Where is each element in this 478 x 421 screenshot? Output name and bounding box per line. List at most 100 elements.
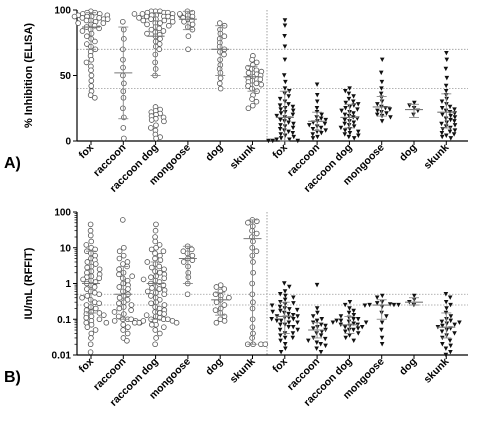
data-point-circle bbox=[144, 30, 150, 37]
data-point-circle bbox=[91, 284, 98, 290]
data-point-circle bbox=[156, 25, 163, 32]
data-point-triangle bbox=[355, 107, 360, 112]
data-point-triangle bbox=[319, 317, 325, 322]
data-point-circle bbox=[156, 46, 163, 53]
data-point-triangle bbox=[291, 121, 296, 127]
data-point-circle bbox=[84, 324, 91, 330]
data-point-triangle bbox=[384, 314, 389, 319]
data-point-triangle bbox=[286, 120, 291, 125]
data-point-triangle bbox=[452, 107, 457, 112]
data-point-circle bbox=[84, 41, 90, 47]
data-point-triangle bbox=[278, 349, 284, 355]
data-point-triangle bbox=[440, 323, 445, 329]
data-point-triangle bbox=[351, 327, 356, 333]
data-point-circle bbox=[83, 314, 90, 321]
data-point-triangle bbox=[347, 306, 352, 311]
data-point-triangle bbox=[318, 116, 324, 121]
data-point-triangle bbox=[323, 117, 329, 123]
panel-label: B) bbox=[4, 369, 21, 386]
data-point-triangle bbox=[443, 292, 449, 297]
data-point-triangle bbox=[323, 128, 329, 133]
data-point-triangle bbox=[379, 342, 385, 347]
data-point-circle bbox=[116, 248, 123, 255]
data-point-triangle bbox=[440, 342, 445, 347]
data-point-circle bbox=[250, 259, 256, 265]
data-point-circle bbox=[185, 33, 192, 39]
data-point-triangle bbox=[379, 327, 384, 333]
data-point-circle bbox=[92, 305, 99, 312]
data-point-triangle bbox=[379, 57, 385, 62]
data-point-triangle bbox=[346, 134, 352, 140]
data-point-circle bbox=[121, 311, 127, 317]
data-point-circle bbox=[156, 41, 163, 47]
data-point-circle bbox=[245, 105, 252, 112]
data-point-circle bbox=[161, 324, 167, 330]
data-point-triangle bbox=[347, 86, 352, 91]
data-point-triangle bbox=[291, 317, 296, 322]
data-point-triangle bbox=[351, 136, 357, 141]
data-point-circle bbox=[129, 273, 135, 280]
data-point-triangle bbox=[282, 297, 288, 302]
data-point-triangle bbox=[447, 295, 453, 300]
data-point-circle bbox=[88, 83, 95, 89]
data-point-triangle bbox=[278, 338, 283, 343]
data-point-triangle bbox=[282, 335, 288, 341]
data-point-circle bbox=[88, 321, 95, 328]
data-point-triangle bbox=[319, 130, 324, 136]
data-point-circle bbox=[96, 266, 103, 273]
data-point-circle bbox=[156, 286, 163, 292]
data-point-triangle bbox=[448, 117, 453, 123]
data-point-circle bbox=[253, 230, 260, 237]
data-point-circle bbox=[116, 305, 123, 312]
data-point-triangle bbox=[323, 323, 328, 329]
data-point-triangle bbox=[346, 96, 352, 102]
data-point-triangle bbox=[278, 111, 284, 116]
data-point-circle bbox=[157, 36, 163, 42]
data-point-circle bbox=[176, 11, 183, 17]
data-point-circle bbox=[92, 261, 99, 267]
data-point-triangle bbox=[342, 324, 348, 330]
data-point-circle bbox=[161, 266, 167, 273]
data-point-triangle bbox=[387, 302, 393, 307]
data-point-triangle bbox=[444, 120, 450, 125]
data-point-triangle bbox=[351, 124, 357, 129]
data-point-triangle bbox=[318, 333, 324, 338]
data-point-circle bbox=[101, 312, 107, 318]
data-point-triangle bbox=[391, 302, 397, 308]
data-point-circle bbox=[96, 291, 102, 298]
data-point-circle bbox=[116, 284, 123, 290]
data-point-triangle bbox=[283, 79, 288, 85]
data-point-triangle bbox=[323, 343, 328, 349]
data-point-triangle bbox=[338, 125, 344, 131]
data-point-triangle bbox=[278, 136, 284, 141]
data-point-circle bbox=[79, 294, 85, 301]
data-point-circle bbox=[83, 242, 90, 248]
data-point-circle bbox=[125, 286, 131, 292]
data-point-circle bbox=[144, 288, 151, 295]
data-point-circle bbox=[96, 316, 103, 323]
data-point-triangle bbox=[440, 112, 445, 117]
data-point-triangle bbox=[314, 99, 320, 104]
data-point-triangle bbox=[444, 57, 450, 62]
data-point-circle bbox=[152, 227, 159, 234]
data-point-circle bbox=[149, 264, 155, 271]
data-point-triangle bbox=[444, 51, 449, 56]
data-point-triangle bbox=[282, 44, 288, 49]
data-point-circle bbox=[149, 285, 155, 291]
data-point-circle bbox=[88, 330, 95, 337]
data-point-triangle bbox=[295, 138, 301, 144]
data-point-triangle bbox=[290, 125, 296, 131]
data-point-triangle bbox=[270, 138, 276, 144]
data-point-triangle bbox=[282, 109, 288, 115]
data-point-triangle bbox=[339, 108, 344, 114]
data-point-triangle bbox=[266, 138, 271, 144]
data-point-triangle bbox=[286, 102, 291, 107]
data-point-circle bbox=[92, 38, 98, 45]
data-point-triangle bbox=[286, 284, 292, 290]
data-point-triangle bbox=[310, 132, 316, 137]
data-point-circle bbox=[253, 80, 260, 87]
data-point-triangle bbox=[355, 102, 361, 107]
data-point-circle bbox=[116, 271, 122, 278]
data-point-triangle bbox=[282, 128, 287, 133]
data-point-triangle bbox=[351, 94, 356, 99]
